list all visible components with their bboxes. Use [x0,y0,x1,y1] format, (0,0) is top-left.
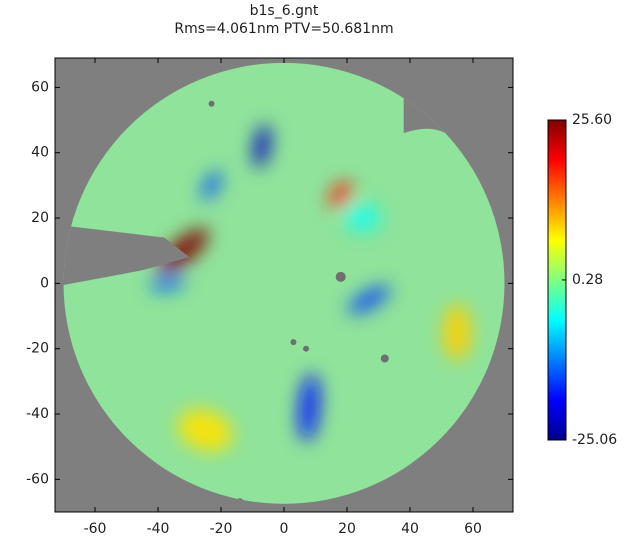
colorbar-tick-label: -25.06 [572,432,617,448]
chart-title: b1s_6.gnt [250,3,319,19]
y-tick-label: 20 [31,210,49,226]
y-tick-label: 0 [40,275,49,291]
masked-hole [381,354,389,362]
chart-subtitle: Rms=4.061nm PTV=50.681nm [174,21,393,37]
x-tick-label: 40 [401,521,419,537]
masked-hole [336,272,346,282]
x-tick-label: 20 [338,521,356,537]
y-tick-label: 40 [31,145,49,161]
plot-area [55,58,513,512]
x-tick-label: -20 [210,521,233,537]
y-tick-label: -20 [26,341,49,357]
spot [345,204,381,232]
x-tick-label: 60 [464,521,482,537]
colorbar-tick-label: 25.60 [572,112,612,128]
masked-hole [303,346,309,352]
masked-hole [209,101,215,107]
chart: b1s_6.gnt Rms=4.061nm PTV=50.681nm -60 -4… [0,0,630,538]
y-tick-label: -60 [26,471,49,487]
x-tick-label: -40 [147,521,170,537]
spot [443,304,471,360]
y-tick-label: -40 [26,406,49,422]
colorbar-tick-label: 0.28 [572,272,603,288]
x-tick-label: -60 [84,521,107,537]
x-tick-label: 0 [280,521,289,537]
masked-hole [290,339,296,345]
y-tick-label: 60 [31,79,49,95]
